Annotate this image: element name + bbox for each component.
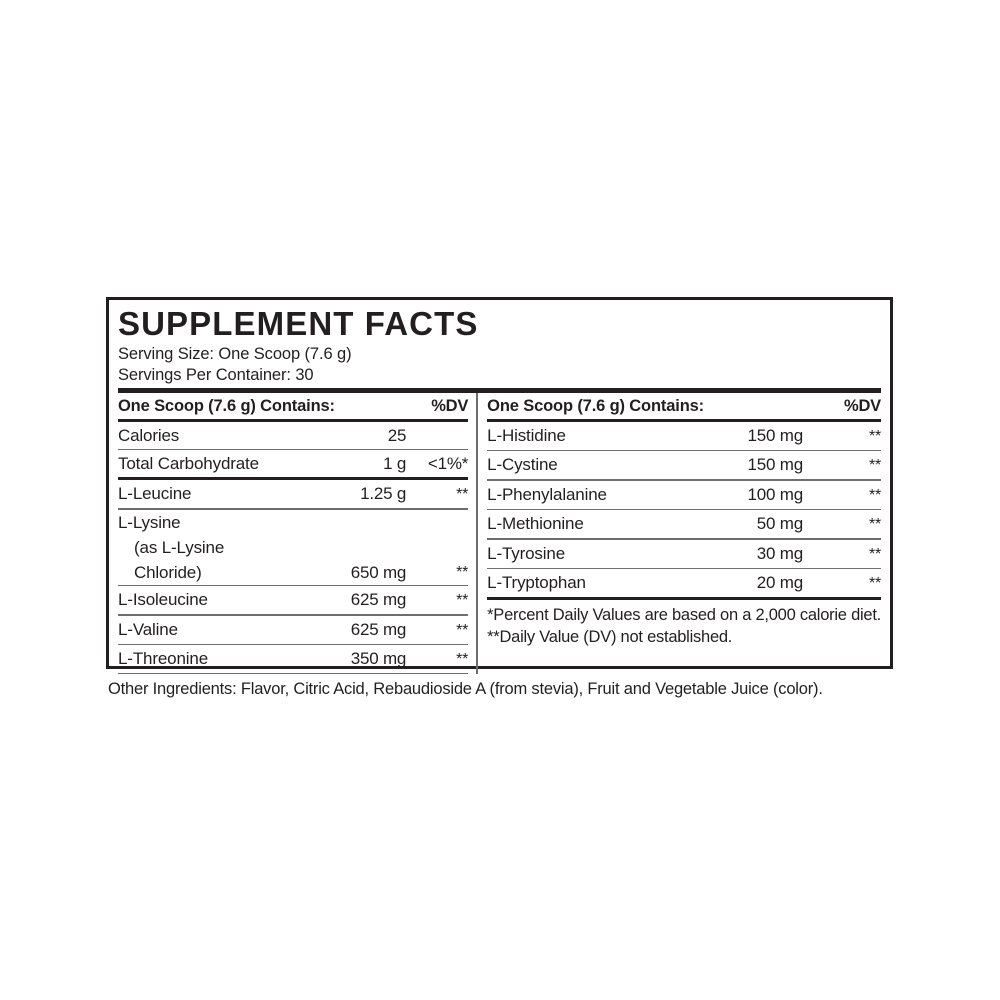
nutrient-amount: 1 g bbox=[383, 454, 407, 474]
rule-under-serving-info bbox=[118, 388, 881, 393]
table-row: Calories 25 bbox=[118, 422, 468, 449]
nutrient-name: Calories bbox=[118, 426, 180, 445]
rule-row bbox=[118, 449, 469, 451]
nutrient-name: Total Carbohydrate bbox=[118, 454, 259, 474]
nutrient-dv: ** bbox=[868, 486, 881, 504]
rule-row bbox=[487, 538, 881, 540]
rule-row bbox=[118, 672, 469, 675]
other-ingredients-line: Other Ingredients: Flavor, Citric Acid, … bbox=[108, 680, 823, 698]
right-column-header-name: One Scoop (7.6 g) Contains: bbox=[487, 397, 705, 415]
nutrient-name: L-Valine bbox=[118, 619, 178, 639]
table-row: L-Leucine 1.25 g ** bbox=[118, 480, 468, 508]
rule-row bbox=[487, 508, 881, 511]
nutrient-amount: 1.25 g bbox=[360, 484, 407, 504]
left-column-header-name: One Scoop (7.6 g) Contains: bbox=[118, 397, 335, 415]
servings-per-container-line: Servings Per Container: 30 bbox=[118, 365, 314, 384]
rule-above-footnotes bbox=[487, 596, 881, 600]
nutrient-name: L-Threonine bbox=[118, 648, 209, 668]
nutrient-name: L-Phenylalanine bbox=[487, 484, 607, 504]
nutrient-dv: ** bbox=[456, 486, 469, 504]
right-column-header-row: One Scoop (7.6 g) Contains: %DV bbox=[487, 393, 881, 419]
table-row: L-Threonine 350 mg ** bbox=[118, 645, 468, 673]
nutrient-name: L-Histidine bbox=[487, 426, 566, 445]
rule-row bbox=[118, 614, 469, 616]
nutrient-column-right: One Scoop (7.6 g) Contains: %DV L-Histid… bbox=[478, 393, 881, 674]
nutrient-dv: ** bbox=[456, 592, 469, 610]
nutrient-name: L-Tyrosine bbox=[487, 543, 566, 563]
nutrient-name: L-Isoleucine bbox=[118, 590, 208, 610]
footnote-dv-not-established: **Daily Value (DV) not established. bbox=[487, 627, 733, 646]
nutrient-amount: 150 mg bbox=[747, 455, 803, 475]
footnote-percent-daily-values: *Percent Daily Values are based on a 2,0… bbox=[487, 605, 881, 624]
nutrient-dv: ** bbox=[868, 574, 881, 592]
nutrient-amount: 100 mg bbox=[747, 484, 803, 504]
nutrient-name: L-Cystine bbox=[487, 455, 558, 475]
table-row: Total Carbohydrate 1 g <1%* bbox=[118, 450, 468, 477]
nutrient-name: L-Tryptophan bbox=[487, 572, 586, 592]
table-row: L-Tyrosine 30 mg ** bbox=[487, 540, 881, 568]
column-divider bbox=[476, 393, 479, 675]
table-row: L-Methionine 50 mg ** bbox=[487, 510, 881, 538]
nutrient-name: L-Leucine bbox=[118, 484, 192, 504]
nutrient-dv: ** bbox=[456, 650, 469, 668]
nutrient-name: L-Methionine bbox=[487, 514, 584, 534]
nutrient-dv: ** bbox=[868, 428, 881, 445]
serving-size-line: Serving Size: One Scoop (7.6 g) bbox=[118, 345, 352, 363]
nutrient-dv: ** bbox=[456, 621, 469, 639]
nutrient-amount: 625 mg bbox=[350, 619, 407, 639]
nutrient-dv: ** bbox=[868, 516, 881, 534]
table-row: L-Isoleucine 625 mg ** bbox=[118, 586, 468, 614]
nutrient-amount: 25 bbox=[387, 426, 407, 445]
left-column-header-dv: %DV bbox=[431, 397, 469, 415]
rule-row bbox=[118, 508, 469, 510]
nutrient-dv: <1%* bbox=[427, 454, 469, 474]
rule-left-header bbox=[118, 419, 469, 422]
left-column-header-row: One Scoop (7.6 g) Contains: %DV bbox=[118, 393, 468, 419]
table-row: L-Cystine 150 mg ** bbox=[487, 451, 881, 479]
table-row: L-Valine 625 mg ** bbox=[118, 616, 468, 644]
table-row: L-Tryptophan 20 mg ** bbox=[487, 569, 881, 597]
rule-row bbox=[487, 567, 881, 569]
nutrient-dv: ** bbox=[868, 545, 881, 563]
nutrient-name-main: L-Lysine bbox=[118, 512, 181, 532]
supplement-facts-panel: SUPPLEMENT FACTS Serving Size: One Scoop… bbox=[106, 297, 893, 675]
nutrient-amount: 50 mg bbox=[756, 514, 803, 534]
rule-row bbox=[118, 643, 469, 645]
nutrient-name-sub: (as L-Lysine Chloride) bbox=[134, 537, 225, 582]
nutrient-amount: 625 mg bbox=[350, 590, 407, 610]
rule-row-heavy bbox=[118, 477, 469, 481]
nutrient-amount: 350 mg bbox=[350, 648, 407, 668]
table-row: L-Lysine (as L-Lysine Chloride) 650 mg ** bbox=[118, 510, 468, 585]
nutrient-amount: 650 mg bbox=[350, 562, 407, 582]
nutrient-dv: ** bbox=[868, 457, 881, 475]
nutrient-column-left: One Scoop (7.6 g) Contains: %DV Calories… bbox=[118, 393, 476, 675]
rule-row bbox=[487, 450, 881, 452]
right-column-header-dv: %DV bbox=[844, 397, 881, 415]
nutrient-amount: 20 mg bbox=[756, 572, 803, 592]
nutrient-amount: 30 mg bbox=[756, 543, 803, 563]
table-row: L-Phenylalanine 100 mg ** bbox=[487, 481, 881, 509]
nutrient-amount: 150 mg bbox=[747, 426, 803, 445]
nutrient-dv: ** bbox=[456, 563, 469, 581]
rule-row bbox=[118, 584, 469, 587]
panel-title: SUPPLEMENT FACTS bbox=[118, 305, 479, 342]
rule-right-header bbox=[487, 419, 881, 422]
table-row: L-Histidine 150 mg ** bbox=[487, 422, 881, 450]
rule-row bbox=[487, 479, 881, 481]
nutrient-columns: One Scoop (7.6 g) Contains: %DV Calories… bbox=[118, 393, 881, 675]
nutrient-name: L-Lysine (as L-Lysine Chloride) bbox=[118, 510, 288, 585]
